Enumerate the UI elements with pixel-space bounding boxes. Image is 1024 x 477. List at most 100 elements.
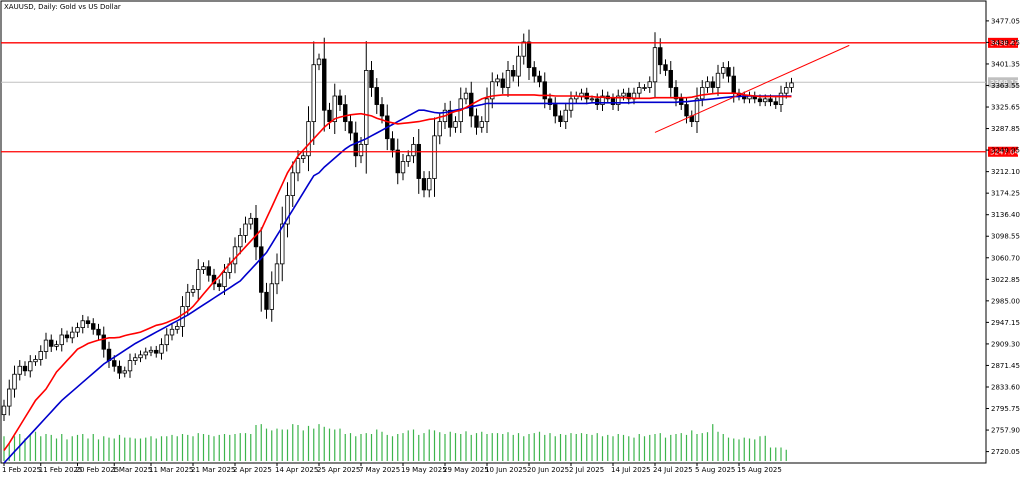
candle-body (253, 217, 259, 248)
ma-fast-line (3, 92, 792, 451)
candle-body (164, 334, 169, 346)
candle-body (274, 263, 280, 285)
x-tick-label: 20 Feb 2025 (76, 466, 120, 474)
ma-slow-line (3, 95, 792, 464)
candle-body (206, 266, 211, 276)
candle-body (70, 331, 75, 339)
candle-body (133, 357, 138, 361)
level-tag (988, 146, 1018, 157)
y-tick-label: 3401.35 (991, 60, 1020, 68)
candle-body (358, 143, 364, 157)
candle-body (332, 95, 337, 123)
candle-body (652, 47, 658, 83)
candle-body (516, 55, 521, 77)
candle-body (264, 291, 269, 310)
candle-body (663, 64, 668, 71)
candle-body (75, 327, 80, 333)
candle-body (500, 78, 505, 88)
candle-body (222, 271, 227, 288)
candle-body (647, 81, 652, 88)
candle-body (148, 349, 154, 353)
y-tick-label: 2947.15 (991, 319, 1020, 327)
y-tick-label: 2833.60 (991, 383, 1020, 391)
candle-body (379, 104, 385, 117)
candle-body (238, 235, 243, 248)
x-tick-label: 5 Aug 2025 (695, 466, 735, 474)
candle-body (91, 323, 96, 330)
candle-body (658, 47, 663, 66)
candle-body (54, 344, 59, 347)
x-tick-label: 7 May 2025 (359, 466, 400, 474)
candle-body (726, 67, 731, 77)
candle-body (490, 81, 495, 100)
candle-body (374, 87, 379, 105)
candle-body (301, 155, 306, 160)
x-tick-label: 25 Apr 2025 (317, 466, 360, 474)
candle-body (232, 246, 238, 265)
candle-body (327, 109, 332, 123)
candle-body (185, 291, 190, 307)
candle-body (778, 92, 784, 105)
candle-body (290, 172, 295, 196)
candle-body (421, 178, 427, 191)
x-tick-label: 11 Mar 2025 (149, 466, 193, 474)
y-tick-label: 2795.75 (991, 405, 1020, 413)
x-tick-label: 1 Feb 2025 (2, 466, 41, 474)
candle-body (589, 98, 595, 101)
candle-body (243, 223, 248, 236)
candle-body (537, 75, 542, 83)
candle-body (127, 360, 133, 372)
candle-body (437, 121, 442, 137)
candle-body (7, 388, 12, 407)
y-tick-label: 2985.00 (991, 297, 1020, 305)
candle-body (259, 246, 264, 293)
horizontal-levels: 3438.47 3247.04 (1, 37, 1019, 157)
y-tick-label: 3212.10 (991, 168, 1020, 176)
candle-body (28, 361, 33, 372)
y-tick-label: 3325.65 (991, 104, 1020, 112)
candle-body (600, 95, 605, 105)
candle-body (637, 87, 642, 94)
y-tick-label: 2757.90 (991, 427, 1020, 435)
candle-body (316, 58, 322, 66)
price-axis: 3477.05 3439.25 3401.35 3363.55 3325.65 3287.… (986, 17, 1020, 456)
candle-body (610, 98, 616, 105)
candle-body (768, 98, 773, 103)
candle-body (280, 223, 285, 265)
candle-body (395, 149, 400, 174)
x-tick-label: 29 May 2025 (443, 466, 489, 474)
candle-body (138, 354, 143, 359)
moving-averages (3, 92, 792, 464)
candle-body (196, 269, 201, 290)
candle-body (117, 365, 122, 374)
y-tick-label: 3136.40 (991, 211, 1020, 219)
x-tick-label: 15 Aug 2025 (737, 466, 782, 474)
candle-body (542, 81, 547, 100)
candle-body (406, 155, 411, 162)
candle-body (17, 365, 22, 375)
candle-body (626, 92, 631, 100)
candle-body (784, 87, 789, 94)
y-tick-label: 2871.45 (991, 362, 1020, 370)
candle-body (269, 283, 274, 310)
candle-body (684, 104, 689, 117)
x-tick-label: 24 Jul 2025 (653, 466, 693, 474)
candle-body (112, 360, 117, 367)
y-tick-label: 3174.25 (991, 190, 1020, 198)
candle-body (175, 326, 180, 330)
candle-body (773, 101, 778, 105)
candle-body (59, 334, 64, 346)
level-label: 3247.04 (990, 148, 1019, 156)
y-tick-label: 3287.85 (991, 125, 1020, 133)
candle-body (33, 359, 38, 363)
candle-body (80, 320, 85, 328)
candle-body (169, 328, 175, 336)
candle-body (505, 70, 511, 88)
candle-body (38, 351, 43, 360)
volume-bars (3, 424, 787, 461)
y-tick-label: 3249.95 (991, 147, 1020, 155)
candle-body (217, 283, 222, 288)
candle-body (668, 70, 673, 88)
candle-body (710, 81, 715, 88)
